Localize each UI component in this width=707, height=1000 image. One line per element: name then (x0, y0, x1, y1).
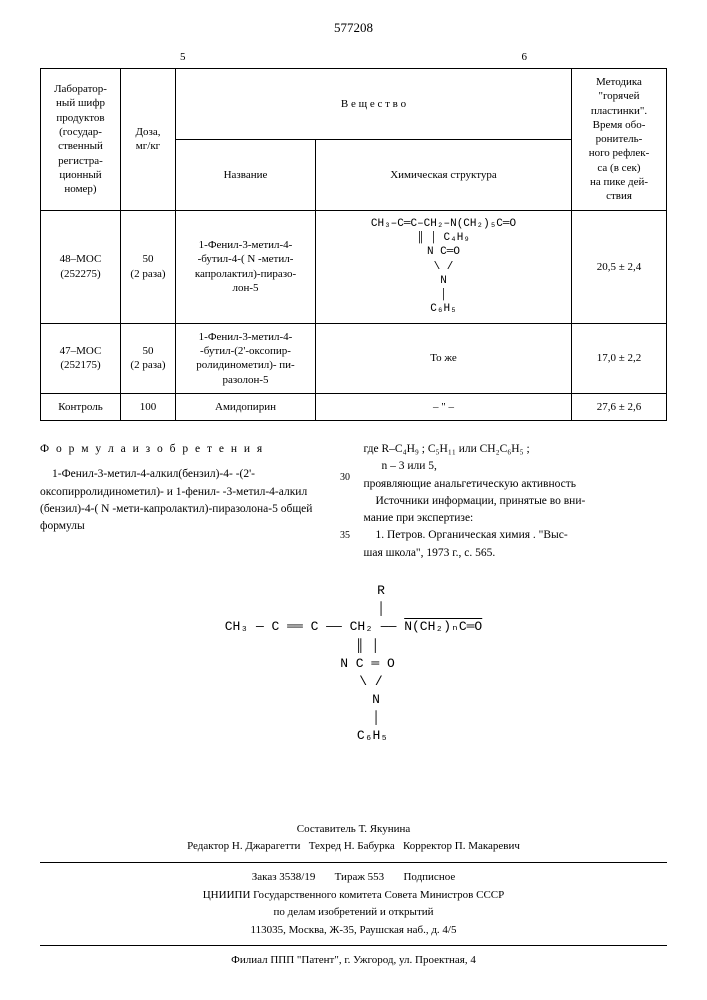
col-label-left: 5 (180, 51, 186, 63)
formula-line-8: │ (40, 709, 667, 727)
formula-line-7: N (40, 691, 667, 709)
cell-chem: CH₃–C═C–CH₂–N(CH₂)₅C═O ║ │ C₄H₉ N C═O \ … (316, 210, 572, 323)
cell-name: 1-Фенил-3-метил-4--бутил-4-( N -метил-ка… (176, 210, 316, 323)
cell-result: 20,5 ± 2,4 (572, 210, 667, 323)
right-para-1: где R–C₄H₉ ; C₅H₁₁ или CH₂C₆H₅ ; (364, 441, 668, 458)
cell-dose: 50(2 раза) (121, 210, 176, 323)
cell-dose: 100 (121, 393, 176, 420)
th-name: Название (176, 139, 316, 210)
right-para-5: 1. Петров. Органическая химия . "Выс-шая… (364, 527, 668, 562)
th-substance-group: В е щ е с т в о (176, 69, 572, 140)
page-number: 577208 (40, 20, 667, 36)
cell-chem: – " – (316, 393, 572, 420)
formula-line-6: \ / (40, 673, 667, 691)
cell-chem: То же (316, 323, 572, 393)
cell-result: 27,6 ± 2,6 (572, 393, 667, 420)
formula-heading: Ф о р м у л а и з о б р е т е н и я (40, 441, 344, 458)
cell-name: 1-Фенил-3-метил-4--бутил-(2'-оксопир-рол… (176, 323, 316, 393)
formula-line-5: N C ═ O (40, 655, 667, 673)
line-number-35: 35 (340, 530, 350, 541)
cell-code: Контроль (41, 393, 121, 420)
formula-line-9: C₆H₅ (40, 727, 667, 745)
left-para: 1-Фенил-3-метил-4-алкил(бензил)-4- -(2'-… (40, 466, 344, 535)
cell-name: Амидопирин (176, 393, 316, 420)
right-para-4: Источники информации, принятые во вни-ма… (364, 493, 668, 528)
body-columns: Ф о р м у л а и з о б р е т е н и я 1-Фе… (40, 441, 667, 562)
imprint-line-3: Заказ 3538/19 Тираж 553 Подписное (40, 869, 667, 887)
left-column: Ф о р м у л а и з о б р е т е н и я 1-Фе… (40, 441, 344, 562)
formula-line-2: │ (40, 600, 667, 618)
col-label-right: 6 (522, 51, 528, 63)
imprint-line-5: по делам изобретений и открытий (40, 904, 667, 922)
imprint-block: Составитель Т. Якунина Редактор Н. Джара… (40, 821, 667, 970)
table-row: 47–МОС(252175) 50(2 раза) 1-Фенил-3-мети… (41, 323, 667, 393)
imprint-line-7: Филиал ППП "Патент", г. Ужгород, ул. Про… (40, 952, 667, 970)
imprint-line-4: ЦНИИПИ Государственного комитета Совета … (40, 887, 667, 905)
th-code: Лаборатор-ный шифрпродуктов(государ-стве… (41, 69, 121, 211)
imprint-rule-1 (40, 862, 667, 863)
line-number-30: 30 (340, 472, 350, 483)
imprint-line-2: Редактор Н. Джарагетти Техред Н. Бабурка… (40, 838, 667, 856)
imprint-line-1: Составитель Т. Якунина (40, 821, 667, 839)
right-column: где R–C₄H₉ ; C₅H₁₁ или CH₂C₆H₅ ; n – 3 и… (364, 441, 668, 562)
table-row: Контроль 100 Амидопирин – " – 27,6 ± 2,6 (41, 393, 667, 420)
right-para-2: n – 3 или 5, (364, 458, 668, 475)
imprint-rule-2 (40, 945, 667, 946)
chemical-formula: R │ CH₃ — C ══ C —— CH₂ —— N(CH₂)ₙC═O ║ … (40, 582, 667, 746)
table-row: 48–МОС(252275) 50(2 раза) 1-Фенил-3-мети… (41, 210, 667, 323)
th-dose: Доза,мг/кг (121, 69, 176, 211)
formula-line-1: R (40, 582, 667, 600)
th-chem: Химическая структура (316, 139, 572, 210)
right-para-3: проявляющие анальгетическую активность (364, 476, 668, 493)
th-result: Методика"горячейпластинки".Время обо-рон… (572, 69, 667, 211)
cell-code: 47–МОС(252175) (41, 323, 121, 393)
cell-dose: 50(2 раза) (121, 323, 176, 393)
imprint-line-6: 113035, Москва, Ж-35, Раушская наб., д. … (40, 922, 667, 940)
formula-line-3: CH₃ — C ══ C —— CH₂ —— N(CH₂)ₙC═O (40, 618, 667, 636)
substance-table: Лаборатор-ный шифрпродуктов(государ-стве… (40, 68, 667, 421)
column-labels: 5 6 (40, 51, 667, 63)
cell-result: 17,0 ± 2,2 (572, 323, 667, 393)
cell-code: 48–МОС(252275) (41, 210, 121, 323)
formula-line-4: ║ │ (40, 637, 667, 655)
